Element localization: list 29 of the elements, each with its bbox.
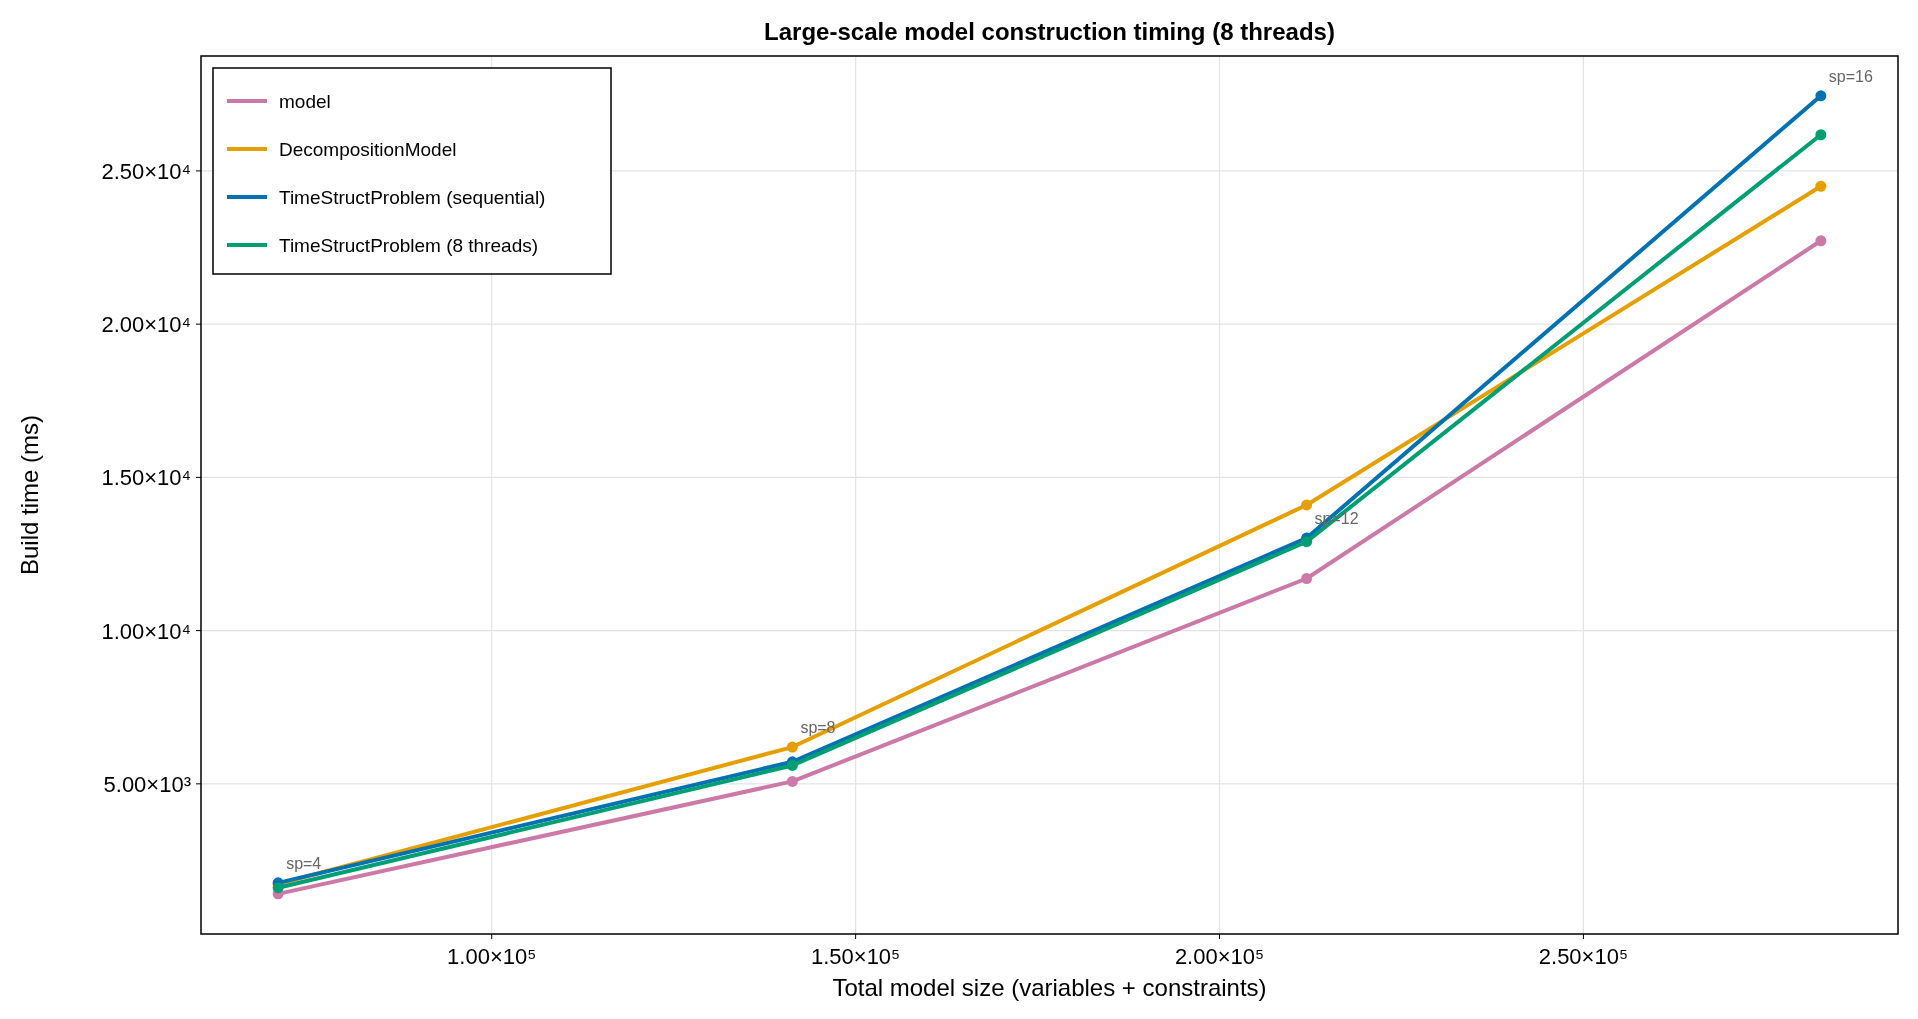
x-tick-label: 1.00×10⁵: [447, 944, 537, 969]
x-tick-label: 2.00×10⁵: [1174, 944, 1265, 969]
point: [1815, 180, 1827, 192]
point: [1301, 536, 1313, 548]
legend-label: model: [279, 91, 331, 112]
annotation: sp=16: [1828, 67, 1874, 85]
y-axis-title: Build time (ms): [16, 414, 43, 576]
point: [1815, 90, 1827, 102]
point: [1815, 235, 1827, 247]
point: [1301, 499, 1313, 511]
legend-label: TimeStructProblem (8 threads): [279, 235, 539, 256]
point: [1815, 129, 1827, 141]
annotation: sp=8: [800, 719, 836, 737]
point: [272, 882, 284, 894]
point: [1301, 573, 1313, 585]
x-tick-label: 1.50×10⁵: [810, 944, 901, 969]
legend-label: DecompositionModel: [279, 139, 457, 160]
y-tick-label: 2.50×10⁴: [101, 158, 191, 184]
point: [786, 741, 798, 753]
x-axis-title: Total model size (variables + constraints): [832, 974, 1267, 1001]
y-tick-label: 1.00×10⁴: [101, 618, 191, 644]
point: [786, 775, 798, 787]
legend-label: TimeStructProblem (sequential): [279, 187, 546, 208]
y-tick-label: 5.00×10³: [103, 771, 191, 797]
chart-title: Large-scale model construction timing (8 threads): [764, 18, 1335, 45]
x-tick-label: 2.50×10⁵: [1538, 944, 1629, 969]
y-tick-label: 2.00×10⁴: [101, 312, 191, 338]
y-tick-label: 1.50×10⁴: [101, 465, 191, 491]
annotation: sp=4: [286, 854, 322, 872]
